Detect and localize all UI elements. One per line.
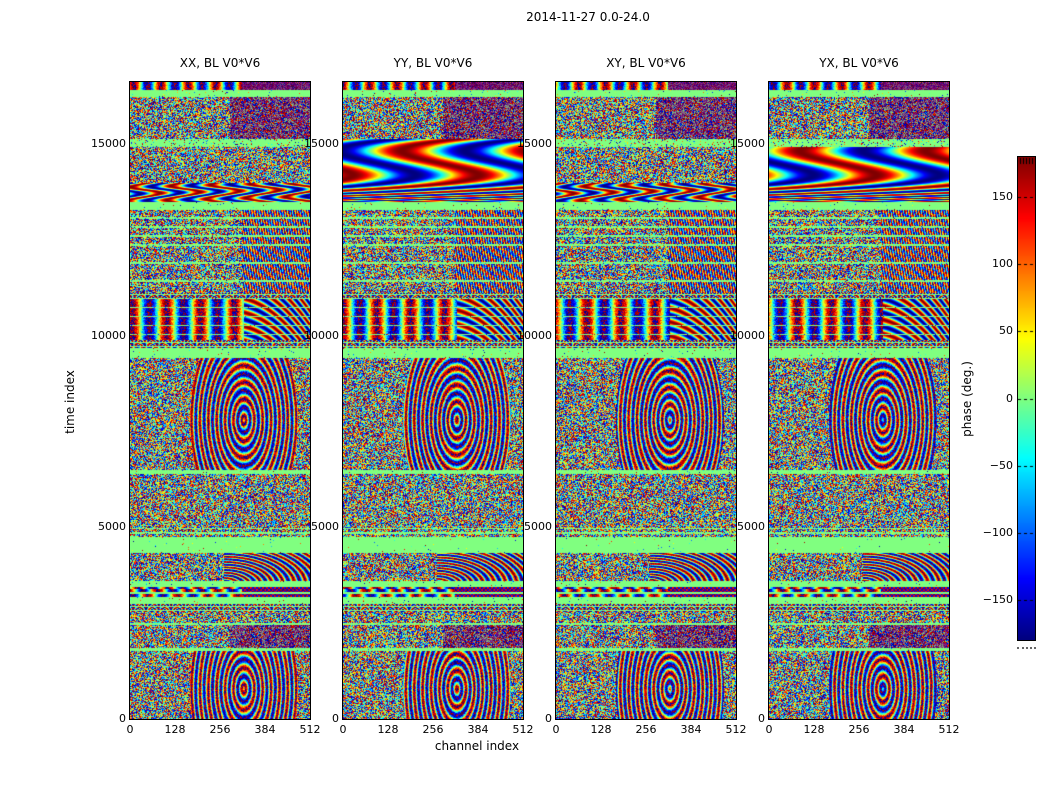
- colorbar-tick-label: −150: [982, 592, 1013, 606]
- heatmap-panel-yx: [768, 81, 950, 720]
- x-tick-label: 128: [590, 723, 612, 736]
- heatmap-canvas-yx: [769, 82, 949, 719]
- y-axis-label: time index: [63, 370, 77, 434]
- y-tick-label: 10000: [304, 328, 339, 342]
- colorbar-tick-label: −100: [982, 525, 1013, 539]
- y-tick-label: 5000: [311, 520, 339, 534]
- x-tick-label: 256: [209, 723, 231, 736]
- y-tick-label: 15000: [304, 137, 339, 151]
- heatmap-panel-xy: [555, 81, 737, 720]
- y-tick-label: 15000: [730, 137, 765, 151]
- x-tick-label: 256: [848, 723, 870, 736]
- panel-title-yx: YX, BL V0*V6: [819, 56, 899, 70]
- colorbar-tick-label: 0: [1006, 391, 1013, 405]
- heatmap-panel-yy: [342, 81, 524, 720]
- x-tick-label: 512: [299, 723, 321, 736]
- x-tick-label: 128: [377, 723, 399, 736]
- colorbar: [1017, 156, 1036, 641]
- panel-title-yy: YY, BL V0*V6: [393, 56, 473, 70]
- y-tick-label: 0: [332, 712, 339, 725]
- colorbar-gradient-canvas: [1018, 157, 1035, 640]
- heatmap-panel-xx: [129, 81, 311, 720]
- heatmap-canvas-xy: [556, 82, 736, 719]
- y-tick-label: 15000: [517, 137, 552, 151]
- y-tick-label: 5000: [98, 520, 126, 534]
- x-tick-label: 0: [552, 723, 560, 736]
- y-tick-label: 10000: [730, 328, 765, 342]
- x-tick-label: 512: [938, 723, 960, 736]
- y-tick-label: 15000: [91, 137, 126, 151]
- colorbar-tick-label: 100: [992, 257, 1013, 271]
- colorbar-tick-label: 150: [992, 190, 1013, 204]
- y-tick-label: 0: [758, 712, 765, 725]
- x-tick-label: 0: [126, 723, 134, 736]
- x-tick-label: 128: [164, 723, 186, 736]
- y-tick-label: 0: [119, 712, 126, 725]
- x-axis-label: channel index: [434, 739, 520, 753]
- x-tick-label: 256: [635, 723, 657, 736]
- colorbar-tick-label: −50: [989, 458, 1013, 472]
- panel-title-xy: XY, BL V0*V6: [606, 56, 686, 70]
- x-tick-label: 128: [803, 723, 825, 736]
- panel-title-xx: XX, BL V0*V6: [179, 56, 261, 70]
- x-tick-label: 256: [422, 723, 444, 736]
- x-tick-label: 512: [725, 723, 747, 736]
- colorbar-tick-label: 50: [999, 324, 1013, 338]
- x-tick-label: 384: [467, 723, 489, 736]
- colorbar-bottom-dots: [1017, 647, 1036, 649]
- y-tick-label: 10000: [91, 328, 126, 342]
- x-tick-label: 384: [893, 723, 915, 736]
- x-tick-label: 0: [339, 723, 347, 736]
- y-tick-label: 10000: [517, 328, 552, 342]
- x-tick-label: 0: [765, 723, 773, 736]
- figure-title: 2014-11-27 0.0-24.0: [526, 10, 650, 24]
- y-tick-label: 5000: [737, 520, 765, 534]
- y-tick-label: 0: [545, 712, 552, 725]
- x-tick-label: 384: [680, 723, 702, 736]
- heatmap-canvas-xx: [130, 82, 310, 719]
- x-tick-label: 512: [512, 723, 534, 736]
- y-tick-label: 5000: [524, 520, 552, 534]
- x-tick-label: 384: [254, 723, 276, 736]
- heatmap-canvas-yy: [343, 82, 523, 719]
